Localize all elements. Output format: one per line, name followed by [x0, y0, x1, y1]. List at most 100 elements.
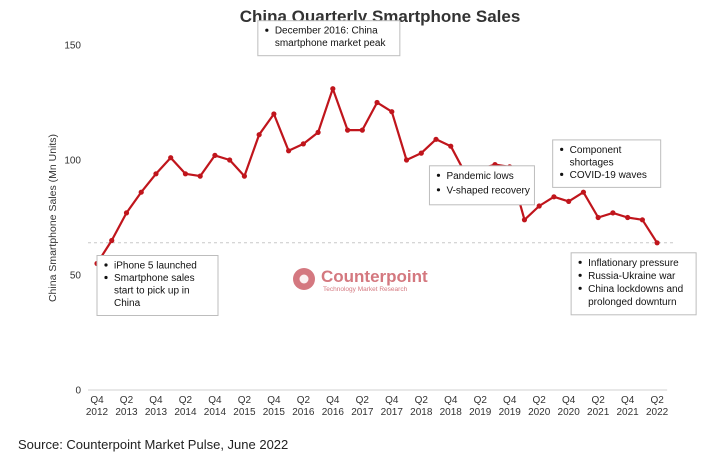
annotation-text: prolonged downturn — [588, 297, 676, 308]
data-point — [182, 171, 189, 177]
annotation-text: Component — [570, 145, 622, 156]
bullet-icon — [560, 172, 564, 176]
x-tick-year: 2020 — [528, 407, 551, 418]
data-point — [256, 132, 262, 138]
x-tick-quarter: Q4 — [208, 395, 222, 406]
x-tick-year: 2012 — [86, 407, 109, 418]
y-ticks: 0 50 100 150 — [64, 41, 81, 397]
data-point — [389, 109, 395, 115]
annotation-text: Inflationary pressure — [588, 258, 679, 269]
x-tick-quarter: Q4 — [562, 395, 576, 406]
annotation-box: Inflationary pressure Russia-Ukraine war C… — [570, 252, 697, 316]
x-tick-quarter: Q2 — [356, 395, 370, 406]
x-tick-quarter: Q2 — [415, 395, 429, 406]
bullet-icon — [104, 275, 108, 280]
annotation-text: COVID-19 waves — [570, 170, 647, 181]
x-tick-year: 2015 — [263, 407, 286, 418]
data-point — [286, 148, 292, 154]
annotation-text: iPhone 5 launched — [114, 261, 197, 272]
data-point — [109, 237, 115, 244]
data-point — [448, 143, 454, 149]
x-tick-quarter: Q2 — [650, 395, 664, 406]
x-tick-quarter: Q4 — [621, 395, 635, 406]
x-tick-quarter: Q2 — [297, 395, 311, 406]
x-tick-quarter: Q2 — [591, 395, 605, 406]
bullet-icon — [104, 263, 108, 267]
x-ticks: Q42012Q22013Q42013Q22014Q42014Q22015Q420… — [86, 395, 669, 418]
data-point — [536, 203, 542, 209]
annotation-box: Pandemic lows V-shaped recovery — [428, 165, 535, 206]
x-tick-quarter: Q2 — [238, 395, 252, 406]
data-point — [300, 141, 306, 147]
y-tick-label: 100 — [64, 156, 81, 167]
x-tick-year: 2013 — [115, 407, 138, 418]
annotation-text: Pandemic lows — [446, 171, 513, 182]
data-point — [639, 217, 645, 223]
data-point — [271, 111, 277, 117]
data-point — [315, 129, 321, 135]
data-point — [580, 189, 587, 195]
x-tick-year: 2020 — [558, 407, 581, 418]
annotation-text: December 2016: China — [275, 26, 378, 37]
bullet-icon — [436, 173, 441, 177]
annotation-frame — [96, 255, 219, 316]
data-point — [521, 217, 528, 223]
x-tick-year: 2017 — [381, 407, 404, 418]
y-axis-label: China Smartphone Sales (Mn Units) — [47, 134, 59, 302]
bullet-icon — [560, 147, 564, 151]
annotation-frame — [257, 20, 401, 57]
data-point — [374, 99, 380, 106]
x-tick-year: 2013 — [145, 407, 168, 418]
data-point — [625, 214, 631, 221]
x-tick-year: 2019 — [499, 407, 522, 418]
annotation-text: shortages — [570, 157, 614, 168]
y-tick-label: 50 — [70, 271, 82, 282]
data-point — [344, 127, 351, 133]
annotation-text: Russia-Ukraine war — [588, 271, 676, 282]
data-point — [241, 173, 247, 179]
data-point — [153, 171, 159, 177]
data-point — [654, 240, 660, 246]
x-tick-quarter: Q4 — [326, 395, 340, 406]
y-tick-label: 150 — [64, 41, 81, 52]
data-point — [330, 86, 336, 92]
x-tick-year: 2022 — [646, 407, 669, 418]
source-note: Source: Counterpoint Market Pulse, June … — [18, 437, 288, 452]
x-tick-year: 2021 — [587, 407, 610, 418]
x-tick-year: 2018 — [440, 407, 463, 418]
logo-name: Counterpoint — [321, 267, 428, 286]
annotation-text: Smartphone sales — [114, 273, 195, 284]
data-point — [610, 210, 616, 216]
annotation-text: start to pick up in — [114, 286, 190, 297]
x-tick-year: 2014 — [174, 407, 197, 418]
annotation-frame — [428, 165, 535, 206]
x-tick-year: 2014 — [204, 407, 227, 418]
x-tick-quarter: Q2 — [474, 395, 488, 406]
data-point — [168, 155, 174, 161]
x-tick-year: 2019 — [469, 407, 492, 418]
data-point — [359, 127, 365, 133]
annotation-frame — [570, 252, 697, 316]
x-tick-year: 2021 — [617, 407, 640, 418]
bullet-icon — [578, 260, 582, 264]
data-point — [595, 214, 601, 221]
x-tick-quarter: Q2 — [120, 395, 134, 406]
data-point — [418, 150, 424, 156]
bullet-icon — [578, 286, 582, 290]
data-points — [94, 86, 660, 267]
x-tick-year: 2018 — [410, 407, 433, 418]
x-tick-quarter: Q4 — [267, 395, 281, 406]
data-point — [433, 136, 439, 142]
x-tick-year: 2016 — [322, 407, 345, 418]
data-point — [566, 198, 572, 204]
x-tick-quarter: Q4 — [503, 395, 517, 406]
x-tick-quarter: Q4 — [444, 395, 458, 406]
data-point — [403, 157, 410, 163]
counterpoint-logo: Counterpoint Technology Market Research — [293, 267, 428, 293]
annotation-text: China lockdowns and — [588, 284, 683, 295]
